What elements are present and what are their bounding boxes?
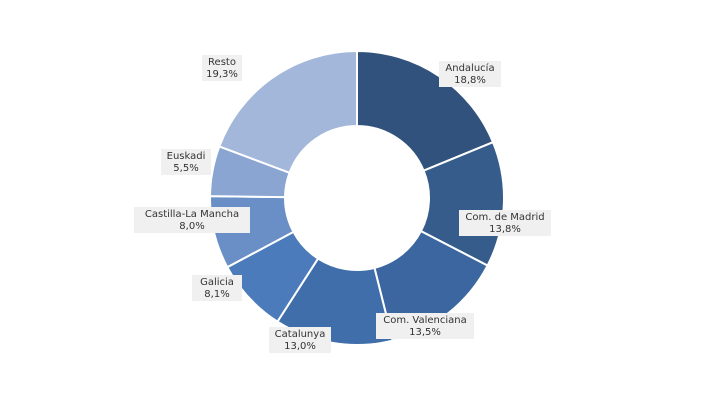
category-label: Galicia bbox=[200, 277, 234, 288]
label-box bbox=[269, 327, 331, 353]
label-box bbox=[134, 207, 250, 233]
label-box bbox=[439, 61, 501, 87]
value-label: 8,1% bbox=[204, 289, 229, 300]
value-label: 13,0% bbox=[284, 341, 316, 352]
category-label: Com. Valenciana bbox=[383, 315, 467, 326]
value-label: 5,5% bbox=[173, 163, 198, 174]
label-box bbox=[161, 149, 211, 175]
category-label: Resto bbox=[208, 57, 236, 68]
label-box bbox=[202, 55, 242, 81]
donut-slice bbox=[356, 49, 495, 172]
category-label: Catalunya bbox=[275, 329, 326, 340]
category-label: Andalucía bbox=[445, 62, 494, 74]
category-label: Com. de Madrid bbox=[465, 212, 544, 223]
label-box bbox=[376, 313, 474, 339]
category-label: Euskadi bbox=[167, 151, 206, 162]
value-label: 8,0% bbox=[179, 221, 204, 232]
label-box bbox=[192, 275, 242, 301]
value-label: 19,3% bbox=[206, 69, 238, 80]
value-label: 13,8% bbox=[489, 224, 521, 235]
category-label: Castilla-La Mancha bbox=[145, 209, 239, 220]
value-label: 18,8% bbox=[454, 75, 486, 86]
label-box bbox=[459, 210, 551, 236]
donut-slice bbox=[218, 49, 358, 175]
value-label: 13,5% bbox=[409, 327, 441, 338]
